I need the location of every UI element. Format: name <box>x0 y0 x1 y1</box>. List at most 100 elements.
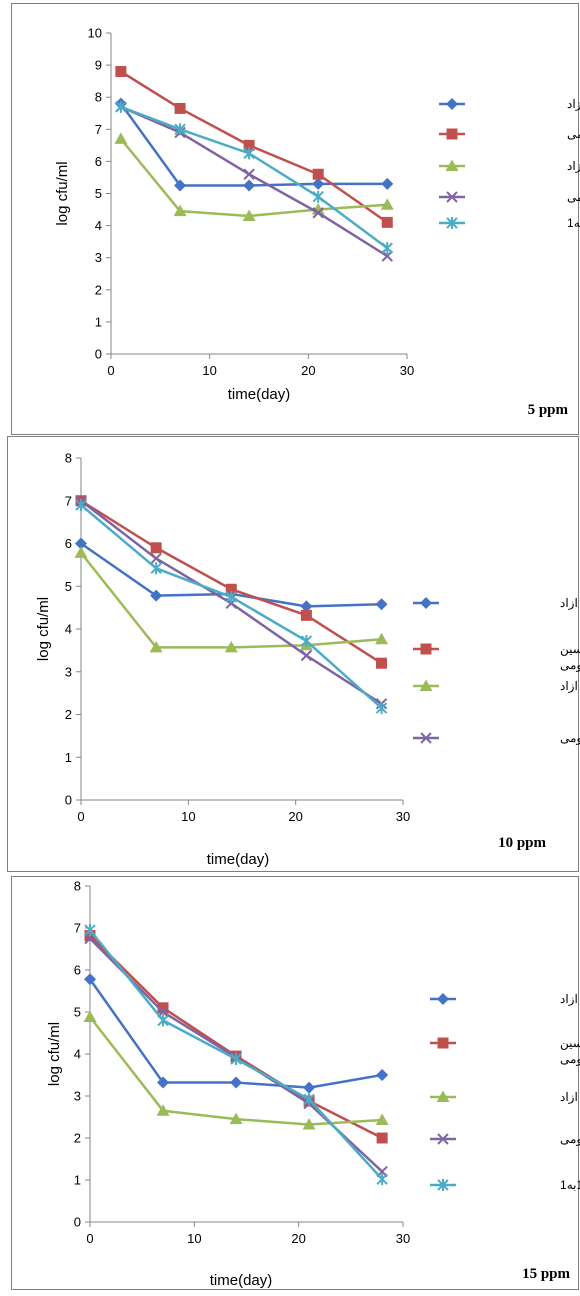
concentration-label: 10 ppm <box>498 835 546 851</box>
legend-item: مخلوط ازاد <box>439 159 580 173</box>
data-point <box>376 657 388 669</box>
legend-item: مخلوط لیپوزومی <box>439 190 580 204</box>
data-point <box>376 1132 388 1144</box>
data-point <box>302 1118 316 1130</box>
y-tick-label: 7 <box>65 493 72 508</box>
y-tick-label: 4 <box>65 622 72 637</box>
data-point <box>243 139 255 151</box>
y-tick-label: 6 <box>74 963 81 978</box>
legend-label: مخلوط لیپوزومی <box>567 190 580 204</box>
chart-10ppm: 0 1 2 3 4 5 6 7 8 0 10 20 30 time(day) log cfu/ml ناتام… <box>35 451 580 869</box>
data-point <box>225 583 237 595</box>
legend-label: ناتامایسین ازاد <box>560 596 580 610</box>
legend-item: مخلوط ازاد <box>413 679 580 693</box>
data-point <box>173 204 187 217</box>
legend-label: مخلوط1به1 <box>567 216 580 230</box>
series-1 <box>84 973 389 1094</box>
data-point <box>375 598 388 611</box>
series-5 <box>115 100 393 255</box>
y-tick-label: 7 <box>74 921 81 936</box>
data-point <box>174 123 186 136</box>
data-point <box>312 190 324 203</box>
legend-marker <box>446 217 458 229</box>
legend-label: مخلوط ازاد <box>567 159 580 173</box>
legend-marker <box>437 1037 449 1049</box>
data-point <box>225 590 237 603</box>
x-tick-label: 10 <box>181 809 195 824</box>
data-point <box>157 1014 169 1027</box>
data-point <box>312 207 324 219</box>
legend-marker <box>445 159 459 171</box>
series-5 <box>75 499 388 715</box>
data-point <box>375 632 389 645</box>
series-line <box>89 1016 383 1126</box>
data-point <box>230 1076 243 1089</box>
data-point <box>83 1010 97 1023</box>
legend: ناتامایسین ازاد ناتامایسین لیپوزومی مخلوط … <box>439 97 580 230</box>
legend-marker <box>437 1179 449 1191</box>
y-tick-label: 3 <box>65 664 72 679</box>
x-tick-label: 10 <box>202 363 216 378</box>
data-point <box>376 1173 388 1186</box>
data-point <box>303 1093 315 1106</box>
data-point <box>150 542 162 554</box>
data-point <box>150 552 162 565</box>
x-tick-label: 0 <box>107 363 114 378</box>
x-tick-label: 10 <box>187 1231 201 1246</box>
y-tick-label: 1 <box>95 314 102 329</box>
x-tick-label: 30 <box>400 363 414 378</box>
data-point <box>157 1076 170 1089</box>
legend-item: ناتامایسین ازاد <box>439 97 580 111</box>
data-point <box>381 216 393 228</box>
data-point <box>303 1081 316 1094</box>
legend-marker <box>436 1090 450 1102</box>
data-point <box>150 589 163 602</box>
x-tick-label: 20 <box>301 363 315 378</box>
legend-item: ناتامایسین لیپوزومی <box>413 642 580 672</box>
data-point <box>115 100 127 113</box>
data-point <box>149 640 163 653</box>
y-tick-label: 2 <box>74 1131 81 1146</box>
series-line <box>89 934 383 1140</box>
y-tick-label: 8 <box>65 451 72 466</box>
legend-label: لیپوزومی <box>560 1052 580 1066</box>
y-tick-label: 2 <box>95 282 102 297</box>
legend-item: ناتامایسین لیپوزومی <box>439 127 580 141</box>
x-tick-label: 30 <box>396 809 410 824</box>
y-tick-label: 1 <box>65 750 72 765</box>
legend-label: لیپوزومی <box>560 658 580 672</box>
legend-item: مخلوط1به1 <box>439 216 580 230</box>
data-point <box>300 649 313 662</box>
chart-panel-10ppm: 0 1 2 3 4 5 6 7 8 0 10 20 30 time(day) log cfu/ml ناتام… <box>7 436 580 872</box>
y-tick-label: 8 <box>74 879 81 894</box>
x-tick-label: 0 <box>86 1231 93 1246</box>
y-tick-label: 7 <box>95 122 102 137</box>
legend-label: ناتامایسین ازاد <box>560 992 580 1006</box>
data-point <box>150 562 162 575</box>
y-tick-label: 6 <box>65 536 72 551</box>
y-tick-label: 9 <box>95 58 102 73</box>
data-point <box>376 1069 389 1081</box>
data-point <box>312 177 325 190</box>
data-point <box>174 102 186 114</box>
data-point <box>75 537 87 550</box>
legend-marker <box>446 191 458 203</box>
y-axis-label: log cfu/ml <box>35 597 52 661</box>
series-line <box>80 499 383 665</box>
data-point <box>84 973 96 986</box>
data-point <box>381 177 394 190</box>
data-point <box>156 1104 170 1116</box>
data-point <box>375 702 388 715</box>
data-point <box>157 1002 169 1014</box>
x-tick-label: 20 <box>288 809 302 824</box>
y-tick-label: 4 <box>74 1047 81 1062</box>
legend-marker <box>419 679 433 691</box>
data-point <box>312 168 324 180</box>
legend-item: مخلوط ازاد <box>430 1090 580 1104</box>
series-5 <box>84 924 388 1186</box>
legend-label: مخلوط ازاد <box>560 679 580 693</box>
y-tick-label: 10 <box>88 26 102 41</box>
concentration-label: 5 ppm <box>528 402 569 418</box>
y-tick-label: 0 <box>95 347 102 362</box>
legend: ناتامایسین ازاد ناتامایسین لیپوزومی مخلوط ا… <box>413 596 580 745</box>
